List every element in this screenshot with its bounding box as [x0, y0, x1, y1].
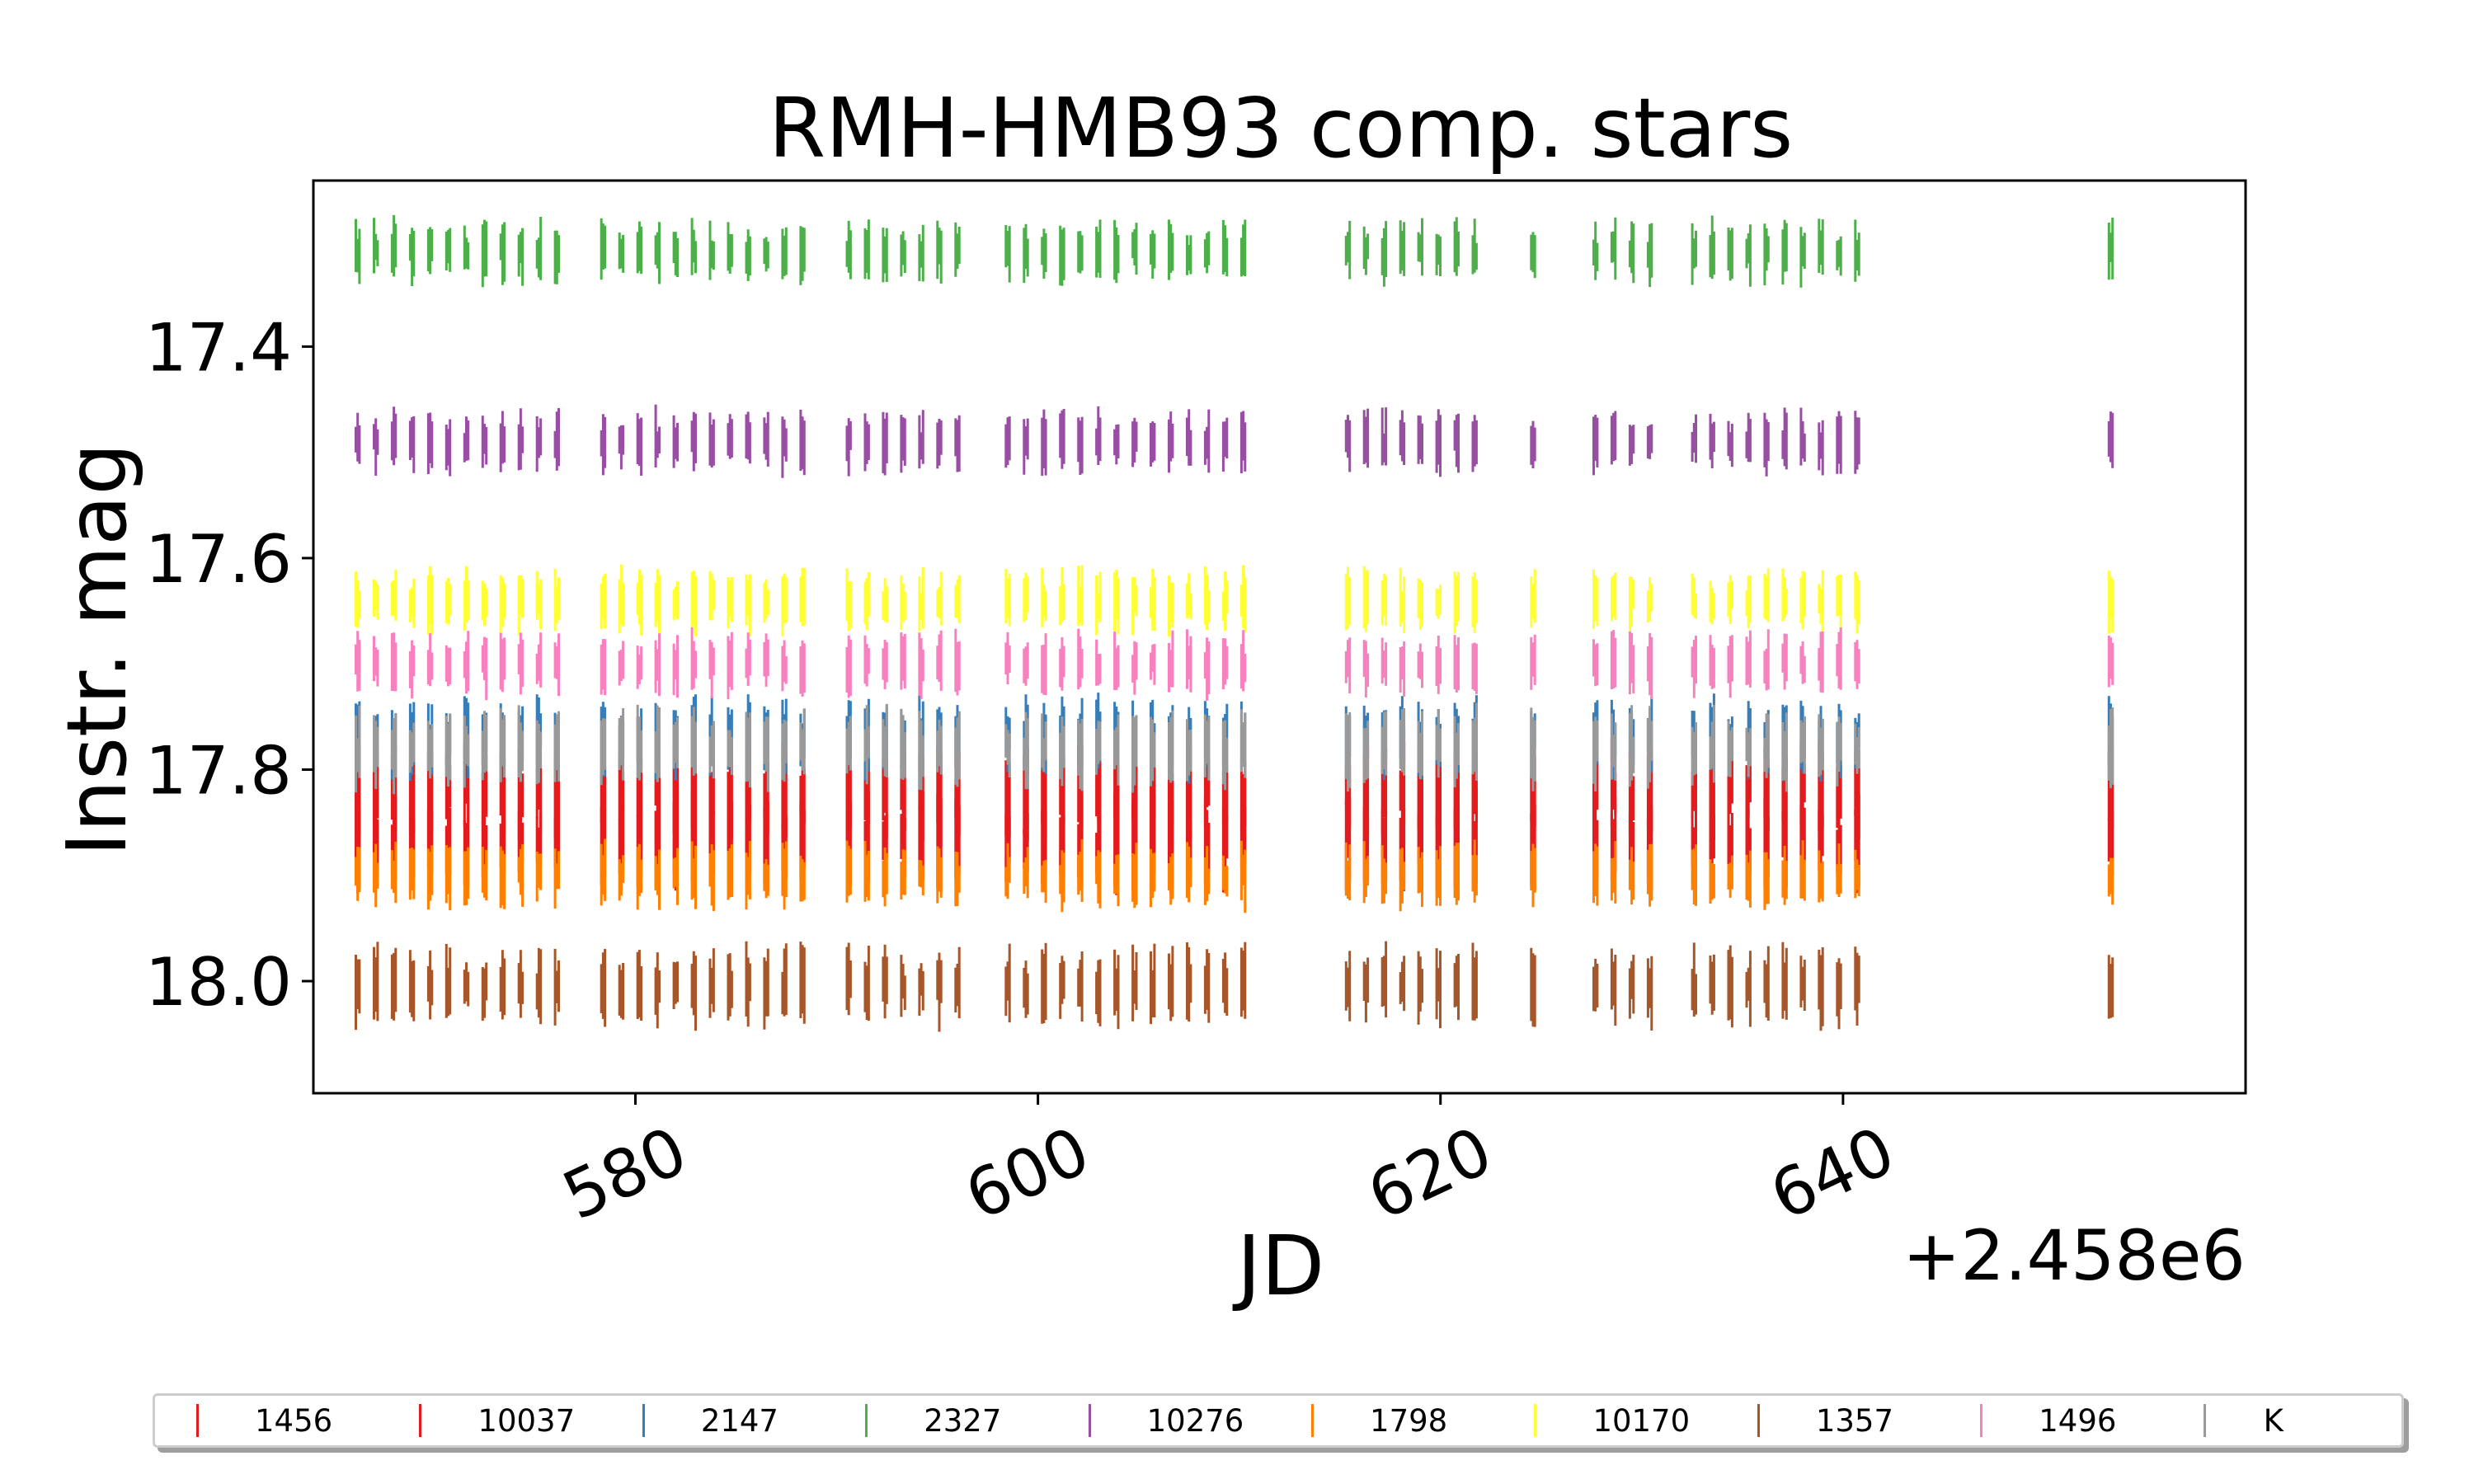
x-tick-label: 640: [1759, 1112, 1906, 1235]
legend-item: 1456: [163, 1396, 386, 1445]
legend-label: 1496: [2039, 1402, 2117, 1439]
legend-swatch: [1980, 1404, 1983, 1437]
legend-swatch: [419, 1404, 422, 1437]
y-axis-label: Instr. mag: [49, 443, 145, 857]
legend-label: K: [2263, 1402, 2284, 1439]
legend-label: 1357: [1815, 1402, 1894, 1439]
legend-label: 2327: [924, 1402, 1002, 1439]
x-offset-label: +2.458e6: [1903, 1215, 2246, 1296]
legend: 1456 10037 2147 2327 10276 1798 10170 1357 1496 K: [153, 1393, 2404, 1448]
legend-label: 2147: [700, 1402, 778, 1439]
data-marks: [355, 214, 2114, 1032]
legend-item: 1496: [1947, 1396, 2170, 1445]
legend-label: 10170: [1592, 1402, 1691, 1439]
y-tick-label: 17.6: [145, 521, 292, 598]
legend-item: 2327: [832, 1396, 1055, 1445]
legend-label: 10276: [1146, 1402, 1244, 1439]
legend-item: 2147: [609, 1396, 832, 1445]
plot-area-frame: [312, 179, 2247, 1095]
x-axis-label: JD: [1232, 1218, 1325, 1314]
legend-swatch: [2203, 1404, 2206, 1437]
legend-item: 10276: [1056, 1396, 1278, 1445]
legend-item: 1357: [1724, 1396, 1947, 1445]
y-tick-label: 17.4: [145, 309, 292, 386]
legend-item: 10170: [1501, 1396, 1724, 1445]
legend-swatch: [865, 1404, 868, 1437]
y-tick-label: 18.0: [145, 944, 292, 1021]
legend-swatch: [196, 1404, 199, 1437]
legend-item: 1798: [1278, 1396, 1501, 1445]
legend-swatch: [1311, 1404, 1315, 1437]
legend-label: 1456: [255, 1402, 333, 1439]
legend-item: K: [2171, 1396, 2393, 1445]
legend-label: 10037: [477, 1402, 576, 1439]
legend-swatch: [1757, 1404, 1760, 1437]
legend-swatch: [1534, 1404, 1537, 1437]
x-tick-label: 620: [1357, 1112, 1503, 1235]
legend-label: 1798: [1370, 1402, 1448, 1439]
x-tick-label: 600: [954, 1112, 1101, 1235]
legend-swatch: [1088, 1404, 1091, 1437]
legend-item: 10037: [386, 1396, 609, 1445]
y-tick-label: 17.8: [145, 732, 292, 809]
x-tick-label: 580: [552, 1112, 698, 1235]
chart-title: RMH-HMB93 comp. stars: [769, 80, 1794, 176]
legend-swatch: [642, 1404, 645, 1437]
